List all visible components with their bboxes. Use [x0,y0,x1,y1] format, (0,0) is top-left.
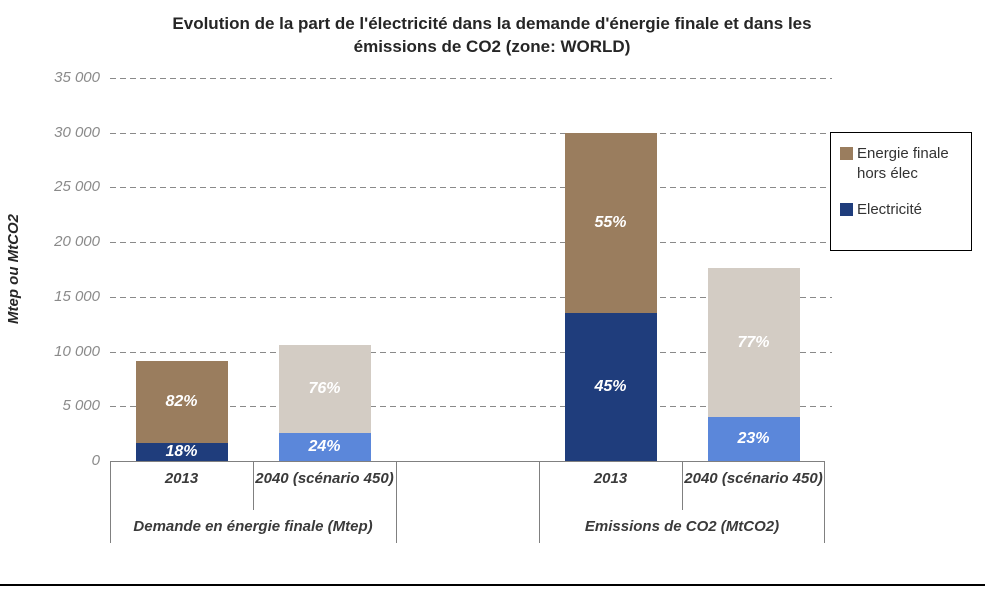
y-tick-label: 10 000 [54,342,100,360]
gridline-30000 [110,132,832,134]
gridline-15000 [110,296,832,298]
y-tick-label: 20 000 [54,233,100,251]
category-label-demande-2040: 2040 (scénario 450) [255,470,394,487]
stacked-bar-1-0: 45% 55% [564,132,657,461]
y-tick-label: 15 000 [54,287,100,305]
y-tick-label: 30 000 [54,123,100,141]
y-tick-label: 0 [91,452,100,469]
legend-swatch-electricite-icon [840,203,853,216]
gridline-35000 [110,78,832,79]
axis-border [396,461,397,543]
bar-segment-hors-elec: 82% [135,361,228,443]
segment-percent-label: 77% [737,333,770,351]
axis-border [824,461,825,543]
segment-percent-label: 82% [165,393,198,411]
segment-percent-label: 24% [308,438,341,456]
gridline-5000 [110,406,832,408]
bar-segment-electricite: 45% [564,313,657,461]
axis-border [110,461,111,543]
legend-swatch-hors-elec-icon [840,147,853,160]
segment-percent-label: 55% [594,214,627,231]
bar-segment-hors-elec: 77% [707,268,800,417]
y-axis-tick-labels: 35 000 30 000 25 000 20 000 15 000 10 000 5 00… [0,69,100,469]
axis-border [539,461,540,543]
segment-percent-label: 76% [308,380,341,398]
bar-segment-hors-elec: 76% [278,345,371,434]
legend-label-electricite: Electricité [857,201,923,218]
group-label-demande: Demande en énergie finale (Mtep) [133,517,373,535]
x-axis-line [110,461,825,462]
group-cell-empty [396,509,539,543]
stacked-bar-1-1: 23% 77% [707,268,800,461]
legend-item-hors-elec: Energie finale hors élec [840,144,967,184]
stacked-bar-0-1: 24% 76% [278,345,371,461]
axis-border [253,461,254,510]
segment-percent-label: 18% [165,442,198,460]
stacked-bar-0-0: 18% 82% [135,361,228,461]
axis-border [682,461,683,510]
bar-segment-electricite: 18% [135,442,228,461]
category-cell-empty [396,461,539,509]
y-tick-label: 25 000 [54,178,100,196]
y-tick-label: 35 000 [54,69,100,86]
chart-title: Evolution de la part de l'électricité da… [92,12,892,58]
chart-title-line2: émissions de CO2 (zone: WORLD) [353,37,631,56]
bar-segment-electricite: 23% [707,416,800,461]
category-label-co2-2013: 2013 [593,470,628,487]
bottom-rule [0,584,985,586]
bar-segment-hors-elec: 55% [564,132,657,314]
segment-percent-label: 23% [737,429,770,447]
legend-label-hors-elec: Energie finale hors élec [857,145,949,182]
category-label-co2-2040: 2040 (scénario 450) [684,470,823,487]
segment-percent-label: 45% [594,378,627,396]
gridline-20000 [110,242,832,244]
bar-segment-electricite: 24% [278,433,371,461]
gridline-25000 [110,187,832,189]
y-tick-label: 5 000 [62,397,100,415]
legend-item-electricite: Electricité [840,200,967,220]
legend: Energie finale hors élec Electricité [830,132,972,251]
group-label-co2: Emissions de CO2 (MtCO2) [584,517,780,535]
plot-area: 18% 82% 24% 76% 45% 55% 23% 77% [110,78,832,461]
chart-title-line1: Evolution de la part de l'électricité da… [172,14,812,33]
gridline-10000 [110,351,832,353]
category-label-demande-2013: 2013 [164,470,199,487]
category-axis: 2013 2040 (scénario 450) 2013 2040 (scén… [110,461,825,543]
